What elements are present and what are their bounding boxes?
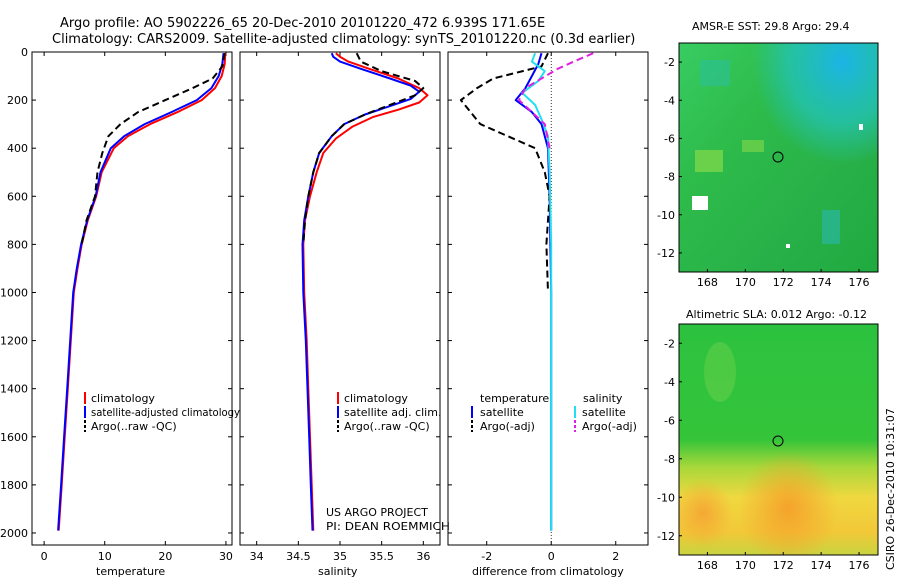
figure-title-line1: Argo profile: AO 5902226_65 20-Dec-2010 … [60,16,545,31]
temperature-legend: climatology satellite-adjusted climatolo… [84,392,240,433]
temperature-series-argo-raw-qc- [80,53,226,245]
difference-xtick-label: -2 [481,550,492,563]
difference-xtick-label: 2 [612,550,619,563]
sst-xtick-label: 176 [849,276,870,289]
legend-heading-salinity: salinity [583,392,623,405]
sst-ytick-label: -6 [664,132,675,145]
difference-series-salinity-argo-adj- [518,52,594,149]
sla-ytick-label: -6 [664,414,675,427]
sla-map-light-patch [704,342,736,402]
temperature-xtick-label: 20 [158,550,172,563]
salinity-panel [239,51,441,546]
legend-label-satellite: satellite-adjusted climatology [91,406,240,419]
sla-xtick-label: 174 [811,559,832,572]
legend-label-sal-argo: Argo(..raw -QC) [344,420,430,433]
legend-label-diff-t-sat: satellite [480,406,524,419]
sst-argo-marker [772,151,784,163]
sst-xtick-label: 168 [697,276,718,289]
legend-label-diff-t-argo: Argo(-adj) [480,420,535,433]
legend-label-sal-satellite: satellite adj. clim. [344,406,441,419]
sla-map-frame [678,323,879,556]
figure-title-line2: Climatology: CARS2009. Satellite-adjuste… [52,32,635,47]
sst-xtick-label: 174 [811,276,832,289]
sla-ytick-label: -4 [664,376,675,389]
sst-map-title: AMSR-E SST: 29.8 Argo: 29.4 [692,20,850,33]
temperature-xtick-label: 0 [41,550,48,563]
salinity-xtick-label: 35 [333,550,347,563]
sst-ytick-label: -4 [664,94,675,107]
depth-tick-label: 1000 [0,286,28,299]
sst-map-frame [678,42,879,273]
depth-tick-label: 200 [7,94,28,107]
sla-map [678,323,879,556]
sla-ytick-label: -10 [657,491,675,504]
sst-map [678,42,879,273]
legend-heading-temperature: temperature [480,392,549,405]
salinity-xtick-label: 34.5 [286,550,311,563]
difference-series-salinity-satellite [521,52,553,531]
sla-xtick-label: 170 [735,559,756,572]
sla-xtick-label: 172 [773,559,794,572]
difference-xlabel: difference from climatology [472,565,624,578]
depth-tick-label: 400 [7,142,28,155]
difference-legend: temperature salinity satellite Argo(-adj… [471,392,637,433]
salinity-xlabel: salinity [318,565,358,578]
sst-map-warm-patch [742,140,764,152]
sst-map-warm-patch [695,150,723,172]
depth-tick-label: 600 [7,190,28,203]
depth-tick-label: 1600 [0,431,28,444]
salinity-xtick-label: 36 [416,550,430,563]
depth-tick-label: 1400 [0,383,28,396]
pi-credit: PI: DEAN ROEMMICH [326,520,450,533]
sla-ytick-label: -12 [657,530,675,543]
legend-label-climatology: climatology [91,392,155,405]
legend-label-sal-climatology: climatology [344,392,408,405]
temperature-xtick-label: 30 [219,550,233,563]
depth-tick-label: 0 [21,46,28,59]
depth-tick-label: 1800 [0,479,28,492]
sst-map-cool-patch [700,60,730,86]
difference-series-temperature-argo-adj- [459,52,551,293]
sst-map-missing-data [692,196,708,210]
sst-map-cool-patch [822,210,840,244]
sst-ytick-label: -12 [657,247,675,260]
legend-label-diff-s-sat: satellite [582,406,626,419]
temperature-series-satellite-adjusted-climatology [57,53,225,531]
sst-xtick-label: 172 [773,276,794,289]
chart-layer: 0 10 20 30020040060080010001200140016001800… [0,46,648,563]
legend-label-argo: Argo(..raw -QC) [91,420,177,433]
timestamp-stamp: CSIRO 26-Dec-2010 10:31:07 [884,408,897,570]
sla-map-title: Altimetric SLA: 0.012 Argo: -0.12 [686,308,867,321]
salinity-legend: climatology satellite adj. clim. Argo(..… [337,392,441,433]
sla-xtick-label: 176 [849,559,870,572]
sla-ytick-label: -8 [664,453,675,466]
depth-tick-label: 800 [7,238,28,251]
project-credit: US ARGO PROJECT [326,506,428,519]
difference-xtick-label: 0 [548,550,555,563]
sst-ytick-label: -10 [657,209,675,222]
salinity-xtick-label: 34 [250,550,264,563]
sst-map-missing-data [859,124,863,130]
sst-xtick-label: 170 [735,276,756,289]
sst-ytick-label: -8 [664,171,675,184]
sla-ytick-label: -2 [664,337,675,350]
temperature-xlabel: temperature [96,565,165,578]
legend-label-diff-s-argo: Argo(-adj) [582,420,637,433]
salinity-xtick-label: 35.5 [369,550,394,563]
temperature-xtick-label: 10 [98,550,112,563]
depth-tick-label: 1200 [0,335,28,348]
sst-map-missing-data [786,244,790,248]
sla-argo-marker [772,435,784,447]
depth-tick-label: 2000 [0,527,28,540]
sla-xtick-label: 168 [697,559,718,572]
difference-panel [447,51,649,546]
sst-ytick-label: -2 [664,56,675,69]
